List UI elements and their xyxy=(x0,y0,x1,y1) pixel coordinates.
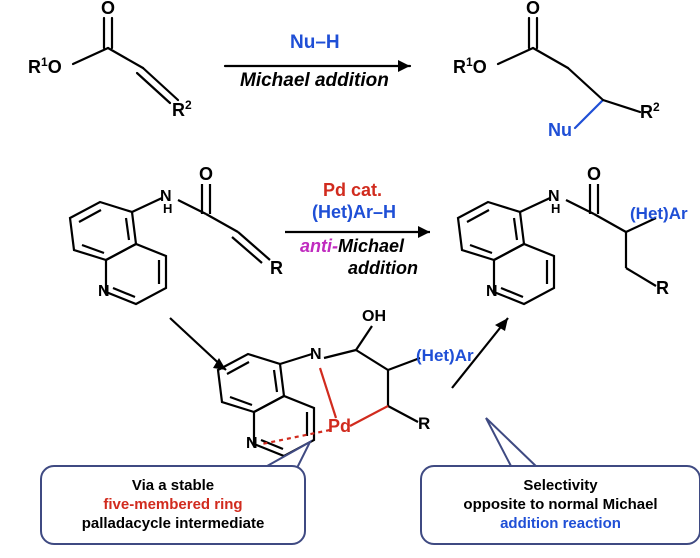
r2-right: R2 xyxy=(640,100,660,123)
hetar-prod: (Het)Ar xyxy=(630,204,688,224)
callout-left-l1: Via a stable xyxy=(58,477,288,496)
row3-r: R xyxy=(418,414,430,434)
callout-left: Via a stable five-membered ring palladac… xyxy=(40,465,306,545)
r2-left: R2 xyxy=(172,98,192,121)
row3-hetar: (Het)Ar xyxy=(416,346,474,366)
nu-h: Nu–H xyxy=(290,32,340,54)
row3-n-ring: N xyxy=(246,435,258,453)
row1r-o-dbl: O xyxy=(526,0,540,19)
row2-o-left: O xyxy=(199,164,213,185)
michael-addition: Michael addition xyxy=(240,70,389,92)
nu-prod: Nu xyxy=(548,120,572,141)
row2-n-ring-right: N xyxy=(486,283,498,301)
row2-r-left: R xyxy=(270,258,283,279)
anti-michael: anti-Michael xyxy=(300,236,404,257)
r1o-right: R1O xyxy=(453,55,487,78)
callout-right-l2: opposite to normal Michael xyxy=(438,496,683,515)
row2-o-right: O xyxy=(587,164,601,185)
addition-word: addition xyxy=(348,258,418,279)
row3-pd: Pd xyxy=(328,416,351,437)
callout-left-l3: palladacycle intermediate xyxy=(58,515,288,534)
row2-nh-right: NH xyxy=(548,188,560,224)
callout-right-l1: Selectivity xyxy=(438,477,683,496)
row2-r-right: R xyxy=(656,278,669,299)
row1-o-dbl: O xyxy=(101,0,115,19)
callout-left-l2: five-membered ring xyxy=(58,496,288,515)
row3-oh: OH xyxy=(362,308,386,326)
r1-sup: 1 xyxy=(41,55,48,69)
row3-n-amide: N xyxy=(310,346,322,364)
pd-cat: Pd cat. xyxy=(323,180,382,201)
r1-label: R xyxy=(28,57,41,77)
hetarh: (Het)Ar–H xyxy=(312,202,396,223)
callout-right-l3: addition reaction xyxy=(438,515,683,534)
callout-right: Selectivity opposite to normal Michael a… xyxy=(420,465,700,545)
row2-nh-left: NH xyxy=(160,188,172,224)
row2-n-ring-left: N xyxy=(98,283,110,301)
